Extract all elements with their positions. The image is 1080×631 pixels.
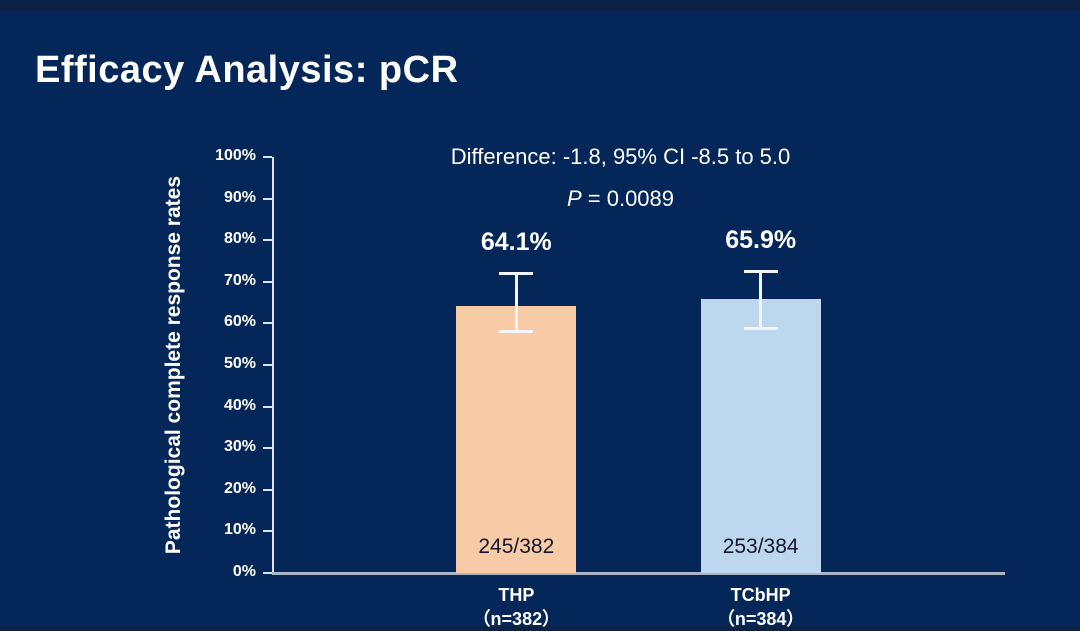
y-tick-mark bbox=[263, 197, 272, 200]
y-tick-label: 100% bbox=[215, 147, 256, 164]
x-axis-label-THP: THP （n=382） bbox=[416, 583, 616, 631]
bar-TCbHP bbox=[700, 298, 821, 573]
error-bar-cap-bottom bbox=[499, 330, 534, 334]
pcr-bar-chart: Difference: -1.8, 95% CI -8.5 to 5.0 P =… bbox=[215, 144, 1005, 629]
x-axis-label-TCbHP: TCbHP （n=384） bbox=[661, 583, 861, 631]
y-tick-label: 80% bbox=[223, 230, 256, 248]
bar-THP bbox=[456, 306, 577, 573]
y-tick-mark bbox=[263, 322, 272, 325]
x-axis-baseline bbox=[272, 572, 1005, 575]
error-bar-cap-bottom bbox=[743, 326, 778, 330]
y-tick-label: 40% bbox=[223, 396, 256, 414]
y-tick-mark bbox=[263, 280, 272, 283]
y-tick-label: 10% bbox=[223, 521, 256, 539]
y-tick-mark bbox=[263, 156, 272, 158]
bar-value-label: 65.9% bbox=[725, 225, 797, 254]
y-axis-title: Pathological complete response rates bbox=[162, 175, 185, 555]
y-tick-label: 20% bbox=[223, 479, 256, 497]
slide-top-border bbox=[0, 0, 1080, 11]
y-tick-mark bbox=[263, 447, 272, 450]
y-axis-title-container: Pathological complete response rates bbox=[156, 157, 192, 573]
error-bar-line bbox=[759, 270, 763, 329]
y-tick-label: 50% bbox=[223, 355, 256, 372]
y-tick-label: 30% bbox=[223, 438, 256, 456]
y-tick-mark bbox=[263, 239, 272, 242]
bar-count-label: 245/382 bbox=[478, 535, 555, 558]
y-tick-label: 70% bbox=[223, 271, 256, 289]
y-tick-mark bbox=[263, 405, 272, 408]
page-title: Efficacy Analysis: pCR bbox=[35, 49, 459, 92]
error-bar-line bbox=[514, 273, 518, 333]
error-bar-cap-top bbox=[499, 272, 534, 276]
y-tick-mark bbox=[263, 572, 272, 574]
error-bar-cap-top bbox=[743, 269, 778, 273]
x-label-n: （n=382） bbox=[472, 609, 561, 629]
pvalue-text: = 0.0089 bbox=[581, 186, 675, 211]
y-tick-label: 0% bbox=[232, 563, 256, 580]
bar-value-label: 64.1% bbox=[480, 228, 552, 257]
difference-annotation: Difference: -1.8, 95% CI -8.5 to 5.0 bbox=[450, 144, 791, 169]
x-label-n: （n=384） bbox=[716, 609, 805, 629]
y-tick-label: 60% bbox=[223, 313, 256, 331]
chart-annotation: Difference: -1.8, 95% CI -8.5 to 5.0 P =… bbox=[254, 144, 987, 212]
y-tick-mark bbox=[263, 488, 272, 491]
x-label-category: THP bbox=[498, 585, 535, 605]
y-tick-label: 90% bbox=[223, 188, 256, 206]
pvalue-annotation: P = 0.0089 bbox=[254, 186, 987, 212]
y-tick-mark bbox=[263, 364, 272, 366]
y-axis-line bbox=[272, 157, 274, 573]
x-label-category: TCbHP bbox=[730, 585, 791, 605]
pvalue-symbol: P bbox=[566, 186, 582, 211]
slide-bottom-border bbox=[0, 626, 1080, 631]
y-tick-mark bbox=[263, 530, 272, 533]
bar-count-label: 253/384 bbox=[722, 535, 799, 558]
